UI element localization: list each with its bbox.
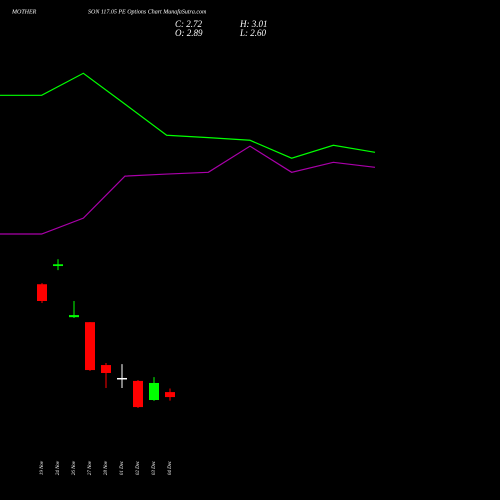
candle-body bbox=[117, 377, 127, 380]
ohlc-label: O: 2.89 bbox=[175, 28, 203, 38]
ohlc-label: C: 2.72 bbox=[175, 19, 203, 29]
ohlc-label: L: 2.60 bbox=[239, 28, 267, 38]
x-tick-label: 01 Dec bbox=[120, 460, 125, 475]
line-series bbox=[0, 72, 376, 159]
candle-body bbox=[149, 382, 159, 401]
candle-body bbox=[101, 365, 111, 373]
x-tick-label: 27 Nov bbox=[88, 460, 93, 475]
candle-body bbox=[85, 322, 95, 371]
x-tick-label: 26 Nov bbox=[72, 460, 77, 475]
x-tick-label: 24 Nov bbox=[56, 460, 61, 475]
chart-title: MOTHER bbox=[11, 9, 37, 15]
x-tick-label: 28 Nov bbox=[104, 460, 109, 475]
candle-body bbox=[69, 315, 79, 318]
line-series bbox=[0, 145, 376, 235]
x-tick-label: 04 Dec bbox=[168, 460, 173, 475]
x-tick-label: 03 Dec bbox=[152, 460, 157, 475]
candle-body bbox=[37, 284, 47, 301]
x-tick-label: 02 Dec bbox=[136, 460, 141, 475]
candle-body bbox=[133, 380, 143, 408]
ohlc-label: H: 3.01 bbox=[239, 19, 268, 29]
candle-body bbox=[53, 264, 63, 267]
candle-body bbox=[165, 392, 175, 398]
x-tick-label: 19 Nov bbox=[40, 460, 45, 475]
chart-subtitle: SON 117.05 PE Options Chart MunafaSutra.… bbox=[88, 8, 207, 15]
